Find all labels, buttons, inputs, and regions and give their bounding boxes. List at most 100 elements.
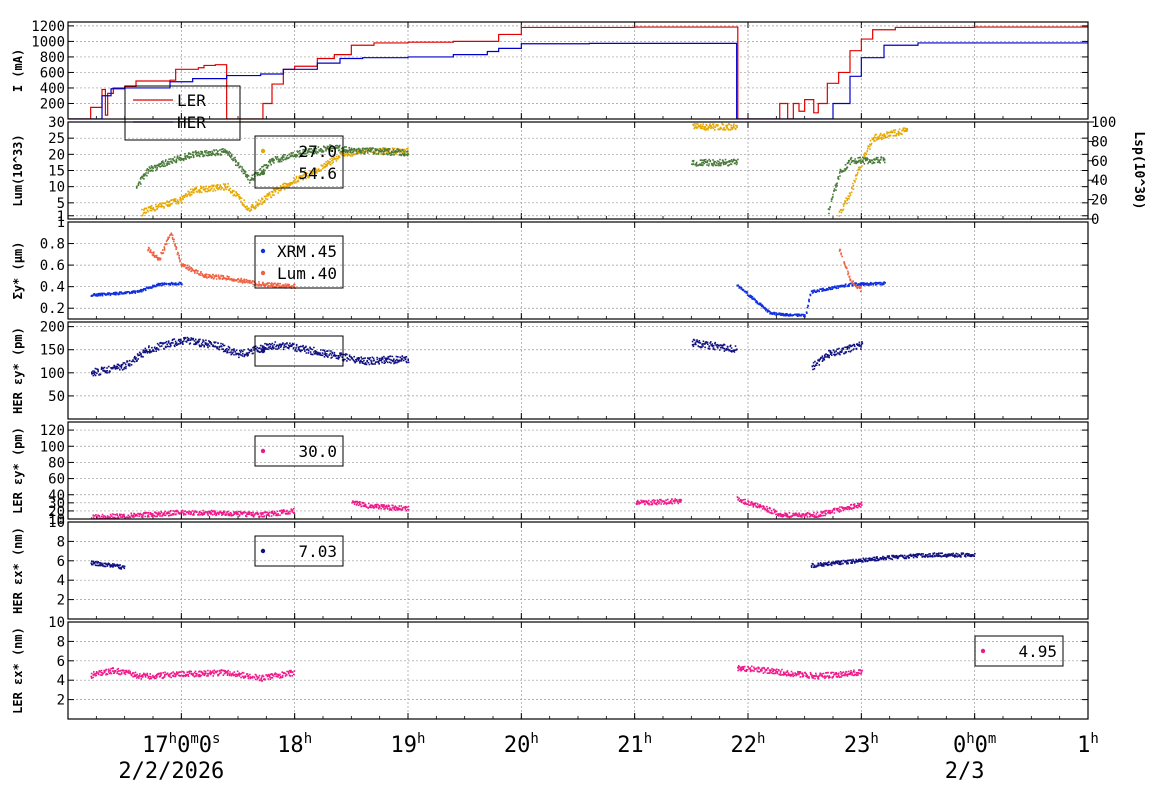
series-group xyxy=(135,122,1088,217)
ytick-label: 2 xyxy=(57,593,65,609)
series-line-ler xyxy=(68,26,1088,119)
ytick-label: 1 xyxy=(57,209,65,225)
panel-frame xyxy=(67,421,1089,520)
series-group xyxy=(90,232,1088,318)
ytick-label: 200 xyxy=(40,96,65,112)
legend-box xyxy=(254,135,344,189)
ylabel: HER εy* (pm) xyxy=(11,327,25,414)
ylabel: Σy* (μm) xyxy=(11,242,25,300)
ytick-label: 120 xyxy=(40,423,65,439)
time-tick-label: 1h xyxy=(1077,731,1099,758)
series-scatter-ler xyxy=(90,665,1088,682)
ytick-label: 600 xyxy=(40,65,65,81)
ytick-label: 8 xyxy=(57,634,65,650)
ylabel: I (mA) xyxy=(11,49,25,92)
panel-her_eps_y: 50 100 150 200 HER εy* (pm) xyxy=(11,320,1089,420)
ylabel2: Lsp(10^30) xyxy=(1131,131,1146,209)
panel-luminosity: 151015202530Lum(10^33)020406080100Lsp(10… xyxy=(11,115,1146,228)
time-tick-label: 23h xyxy=(844,731,879,758)
ytick-label: 4 xyxy=(57,573,65,589)
ytick-label: 0.2 xyxy=(40,301,65,317)
series-scatter-xrm xyxy=(90,281,1088,318)
legend-box xyxy=(254,235,344,289)
legend-value: 27.0 xyxy=(298,142,337,161)
time-tick-label: 21h xyxy=(617,731,652,758)
ytick-label: 1000 xyxy=(31,34,65,50)
time-axis: 17h0m0s 18h 19h 20h 21h 22h 23h 0h0m 1h 2/2/2026 2… xyxy=(118,731,1099,784)
ytick-label: 50 xyxy=(48,389,65,405)
time-tick-label: 19h xyxy=(391,731,426,758)
ytick2-label: 40 xyxy=(1091,173,1108,189)
legend-box xyxy=(974,635,1064,667)
date-label: 2/2/2026 xyxy=(118,759,224,782)
ytick-label: 20 xyxy=(48,504,65,520)
time-tick-label: 22h xyxy=(731,731,766,758)
legend-label: LER xyxy=(177,91,206,110)
legend-value: 54.6 xyxy=(298,164,337,183)
ytick-label: 2 xyxy=(57,693,65,709)
ytick-label: 6 xyxy=(57,554,65,570)
ytick-label: 800 xyxy=(40,50,65,66)
ytick2-label: 60 xyxy=(1091,154,1108,170)
ytick-label: 60 xyxy=(48,472,65,488)
ytick-label: 0.4 xyxy=(40,280,65,296)
ytick-label: 8 xyxy=(57,534,65,550)
date-label: 2/3 xyxy=(945,759,985,782)
ytick-label: 100 xyxy=(40,439,65,455)
ytick-label: 5 xyxy=(57,196,65,212)
legend-box xyxy=(254,435,344,467)
ytick-label: 0.8 xyxy=(40,237,65,253)
ytick-label: 10 xyxy=(48,615,65,631)
legend-dot xyxy=(260,548,266,554)
series-scatter-lum xyxy=(147,232,1088,293)
legend-dot xyxy=(260,348,266,354)
panel-frame xyxy=(67,21,1089,120)
ylabel: LER εx* (nm) xyxy=(11,627,25,714)
ytick-label: 25 xyxy=(48,131,65,147)
ytick-label: 4 xyxy=(57,673,65,689)
time-tick-label: 20h xyxy=(504,731,539,758)
series-group xyxy=(90,665,1088,682)
legend-value: .45 xyxy=(308,242,337,261)
ylabel: Lum(10^33) xyxy=(11,134,25,206)
legend-box xyxy=(254,335,344,367)
panel-frame xyxy=(67,221,1089,320)
series-group xyxy=(68,26,1088,119)
ytick2-label: 100 xyxy=(1091,115,1116,131)
ytick-label: 30 xyxy=(48,115,65,131)
series-group xyxy=(90,496,1088,519)
legend-label: Lum xyxy=(277,264,306,283)
ytick-label: 40 xyxy=(48,488,65,504)
ylabel: LER εy* (pm) xyxy=(11,427,25,514)
panel-frame xyxy=(67,621,1089,720)
legend-value: 7.03 xyxy=(298,542,337,561)
legend-box xyxy=(254,535,344,567)
ytick-label: 200 xyxy=(40,320,65,336)
ytick-label: 0.6 xyxy=(40,258,65,274)
ytick-label: 80 xyxy=(48,455,65,471)
series-group xyxy=(90,552,1088,570)
ytick-label: 10 xyxy=(48,515,65,531)
series-scatter-lsp xyxy=(135,144,1088,215)
ytick-label: 150 xyxy=(40,343,65,359)
series-line-her xyxy=(68,42,1088,119)
legend-dot xyxy=(260,148,266,154)
ytick-label: 10 xyxy=(48,512,65,528)
legend-label: XRM xyxy=(277,242,306,261)
series-scatter-lum xyxy=(141,122,1088,217)
ylabel: HER εx* (nm) xyxy=(11,527,25,614)
legend-box xyxy=(124,85,241,141)
ytick-label: 30 xyxy=(48,496,65,512)
ytick-label: 400 xyxy=(40,81,65,97)
time-tick-label: 0h0m xyxy=(953,731,996,758)
ytick2-label: 0 xyxy=(1091,212,1099,228)
ytick-label: 100 xyxy=(40,366,65,382)
ytick2-label: 20 xyxy=(1091,193,1108,209)
panel-frame xyxy=(67,121,1089,220)
series-group xyxy=(91,336,1088,377)
legend-dot xyxy=(980,648,986,654)
ytick-label: 1 xyxy=(57,215,65,231)
